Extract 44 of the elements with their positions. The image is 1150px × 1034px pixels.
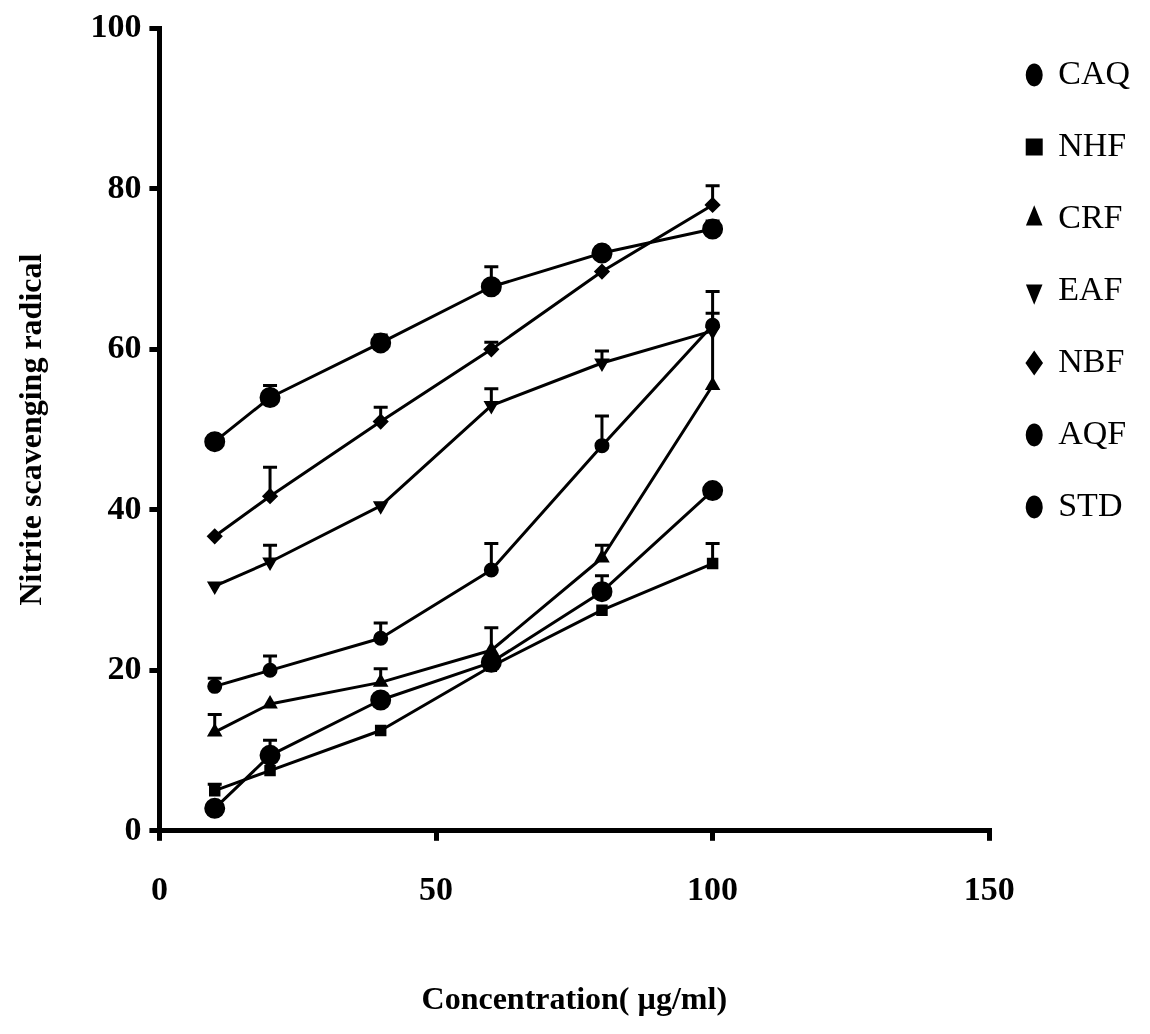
- point: [373, 674, 388, 687]
- point: [484, 642, 499, 655]
- y-tick-label: 60: [107, 328, 142, 366]
- point: [591, 581, 613, 603]
- point: [263, 696, 277, 709]
- point: [370, 689, 392, 711]
- point: [595, 358, 609, 371]
- y-tick-label: 100: [90, 7, 142, 45]
- point: [208, 581, 222, 594]
- point: [373, 414, 389, 430]
- point: [264, 764, 276, 777]
- y-tick-label: 40: [107, 488, 142, 526]
- y-axis-title: Nitrite scavenging radical: [12, 253, 49, 606]
- legend-label: CRF: [1058, 197, 1123, 235]
- point: [204, 797, 226, 819]
- point: [594, 264, 610, 280]
- point: [484, 401, 499, 414]
- y-tick-label: 80: [107, 167, 142, 205]
- legend-label: NBF: [1058, 341, 1125, 379]
- point: [208, 724, 222, 737]
- x-tick-label: 0: [150, 869, 168, 907]
- point: [702, 480, 724, 502]
- legend-label: EAF: [1058, 269, 1123, 307]
- y-tick-label: 0: [124, 809, 142, 847]
- point: [207, 528, 223, 544]
- point: [373, 630, 389, 646]
- legend-label: CAQ: [1058, 53, 1131, 91]
- x-tick-label: 150: [963, 869, 1015, 907]
- point: [480, 276, 502, 298]
- legend-label: AQF: [1058, 413, 1127, 451]
- point: [373, 501, 388, 514]
- legend-label: STD: [1058, 485, 1123, 523]
- point: [483, 341, 499, 357]
- point: [259, 387, 281, 408]
- y-tick-label: 20: [107, 649, 142, 687]
- point: [263, 557, 277, 570]
- x-axis-title: Concentration( µg/ml): [421, 980, 728, 1017]
- point: [259, 744, 281, 766]
- x-tick-label: 100: [687, 869, 739, 907]
- point: [596, 604, 608, 616]
- point: [374, 724, 387, 737]
- legend-label: NHF: [1058, 125, 1127, 163]
- point: [204, 431, 226, 453]
- x-tick-label: 50: [419, 869, 453, 907]
